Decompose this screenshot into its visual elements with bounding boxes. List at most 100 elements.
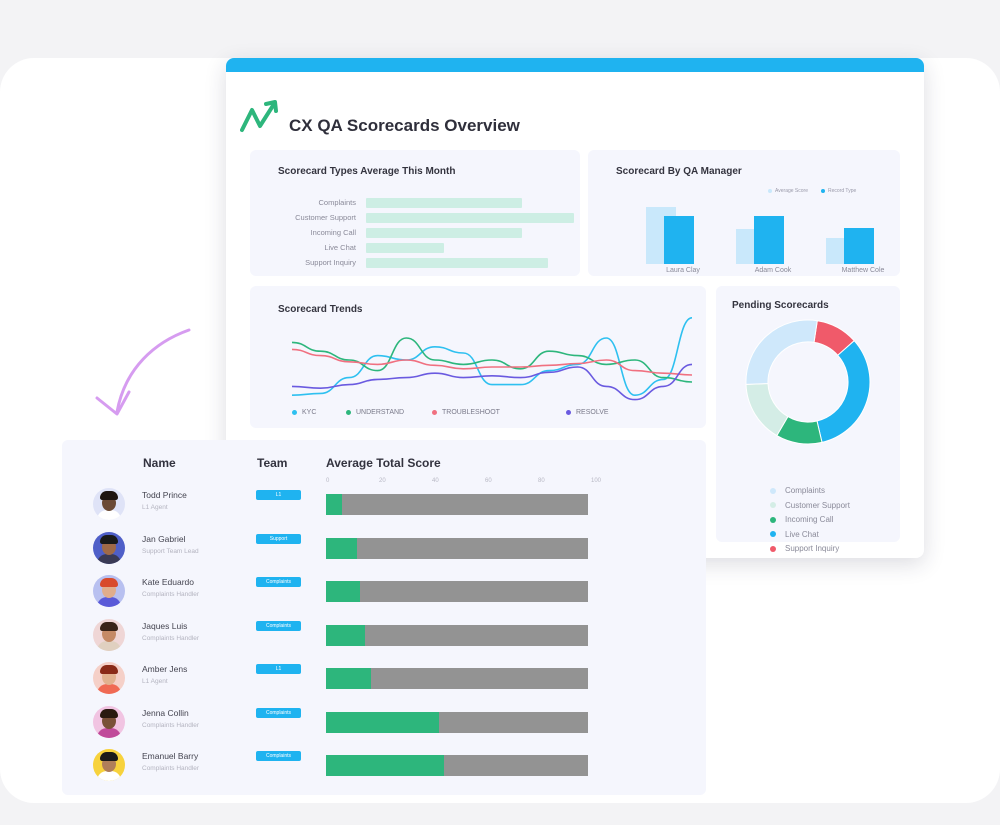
trend-legend-label: TROUBLESHOOT: [442, 409, 500, 416]
team-column-header[interactable]: Team: [257, 456, 288, 470]
trend-legend-item[interactable]: KYC: [292, 409, 316, 416]
avatar-body: [97, 597, 121, 607]
team-badge[interactable]: Complaints: [256, 577, 301, 587]
types-bar-label: Support Inquiry: [305, 258, 356, 267]
person-name[interactable]: Jaques Luis: [142, 620, 188, 631]
legend-dot: [566, 409, 571, 415]
pending-legend-item[interactable]: Support Inquiry: [770, 544, 839, 553]
avatar-hair: [100, 621, 118, 631]
score-axis-tick: 100: [591, 478, 602, 484]
dashboard-top-bar: [226, 58, 924, 72]
person-name[interactable]: Jan Gabriel: [142, 533, 186, 544]
team-badge[interactable]: Complaints: [256, 620, 301, 631]
trends-chart-panel: Scorecard Trends KYC UNDERSTAND TROUBLESHO…: [250, 286, 706, 428]
avatar-hair: [100, 708, 118, 718]
team-badge[interactable]: L1: [256, 490, 301, 500]
team-badge[interactable]: Support: [256, 533, 301, 544]
score-bar-track: [326, 668, 588, 689]
manager-bar[interactable]: [754, 216, 784, 264]
team-badge[interactable]: L1: [256, 664, 301, 674]
avatar: [93, 575, 125, 607]
types-bar[interactable]: [366, 198, 522, 208]
avatar-hair: [100, 752, 118, 761]
avatar: [93, 662, 125, 694]
manager-bar[interactable]: [844, 227, 874, 264]
manager-bar[interactable]: [664, 216, 694, 264]
avatar-hair: [100, 665, 118, 674]
legend-dot: [770, 516, 776, 523]
score-axis-tick: 40: [432, 478, 439, 484]
person-role: Complaints Handler: [142, 634, 200, 642]
legend-dot: [292, 409, 297, 415]
trend-legend-label: KYC: [302, 409, 317, 416]
types-bar-label: Complaints: [318, 198, 356, 207]
avatar: [93, 618, 125, 651]
legend-dot: [432, 409, 437, 415]
manager-chart-title: Scorecard By QA Manager: [616, 166, 742, 177]
types-bar[interactable]: [366, 243, 444, 253]
pending-legend-label: Incoming Call: [785, 515, 834, 524]
score-axis-tick: 80: [538, 478, 545, 484]
manager-chart-panel: Scorecard By QA Manager Average Score Re…: [588, 150, 900, 276]
manager-legend-0: Average Score: [768, 188, 808, 194]
types-bar-label: Customer Support: [295, 213, 356, 222]
score-axis-tick: 0: [326, 478, 330, 484]
manager-name-label: Adam Cook: [754, 267, 792, 274]
score-bar-fill: [326, 624, 366, 646]
avatar-body: [97, 553, 121, 564]
score-bar-fill: [326, 494, 342, 515]
types-bar-label: Incoming Call: [310, 228, 356, 237]
types-bar-label: Live Chat: [324, 243, 356, 252]
legend-dot: [346, 409, 351, 415]
dashboard-title: CX QA Scorecards Overview: [289, 116, 520, 135]
pending-chart-title: Pending Scorecards: [732, 300, 829, 311]
person-name[interactable]: Kate Eduardo: [142, 577, 194, 587]
pending-legend-item[interactable]: Complaints: [770, 486, 825, 495]
types-bar[interactable]: [366, 258, 548, 268]
avatar-hair: [100, 534, 118, 544]
person-name[interactable]: Amber Jens: [142, 664, 188, 674]
trends-line-chart: [291, 317, 693, 401]
avatar: [93, 705, 125, 738]
score-column-header[interactable]: Average Total Score: [326, 456, 441, 470]
avatar-hair: [100, 491, 118, 500]
score-bar-fill: [326, 668, 371, 689]
avatar-hair: [100, 578, 118, 587]
pending-legend-item[interactable]: Customer Support: [770, 501, 850, 510]
trend-arrow-logo-icon: [240, 100, 278, 132]
name-column-header[interactable]: Name: [143, 456, 176, 470]
team-badge[interactable]: Complaints: [256, 751, 301, 761]
person-role: Support Team Lead: [142, 547, 199, 555]
avatar: [93, 531, 125, 564]
pending-legend-item[interactable]: Live Chat: [770, 530, 819, 539]
score-bar-fill: [326, 711, 439, 733]
team-badge[interactable]: Complaints: [256, 707, 301, 718]
pending-legend-label: Complaints: [785, 486, 826, 495]
score-bar-track: [326, 755, 588, 776]
person-role: Complaints Handler: [142, 765, 200, 772]
manager-legend-1: Record Type: [821, 188, 856, 194]
avatar-body: [97, 771, 121, 781]
score-table-card: Name Team Average Total Score 0 20 40 60 80 1…: [62, 440, 706, 795]
pending-legend-item[interactable]: Incoming Call: [770, 515, 833, 524]
avatar-body: [97, 684, 121, 694]
person-name[interactable]: Emanuel Barry: [142, 751, 199, 761]
score-bar-fill: [326, 537, 358, 559]
score-bar-fill: [326, 581, 361, 602]
types-bar[interactable]: [366, 228, 522, 238]
score-axis-tick: 60: [485, 478, 492, 484]
manager-name-label: Laura Clay: [666, 267, 700, 274]
person-name[interactable]: Jenna Collin: [142, 707, 189, 718]
pending-legend-label: Customer Support: [785, 500, 850, 510]
person-name[interactable]: Todd Prince: [142, 490, 187, 500]
avatar: [93, 488, 125, 520]
trend-series-line: [291, 317, 693, 397]
types-chart-panel: Scorecard Types Average This Month Compl…: [250, 150, 580, 276]
trend-legend-item[interactable]: RESOLVE: [566, 409, 609, 416]
donut-slice: [745, 319, 818, 385]
types-bar[interactable]: [366, 213, 574, 223]
dashboard-card: CX QA Scorecards Overview Scorecard Type…: [226, 58, 924, 558]
donut-slice: [745, 382, 789, 437]
trend-legend-item[interactable]: UNDERSTAND: [346, 409, 404, 416]
trend-legend-item[interactable]: TROUBLESHOOT: [432, 409, 500, 416]
